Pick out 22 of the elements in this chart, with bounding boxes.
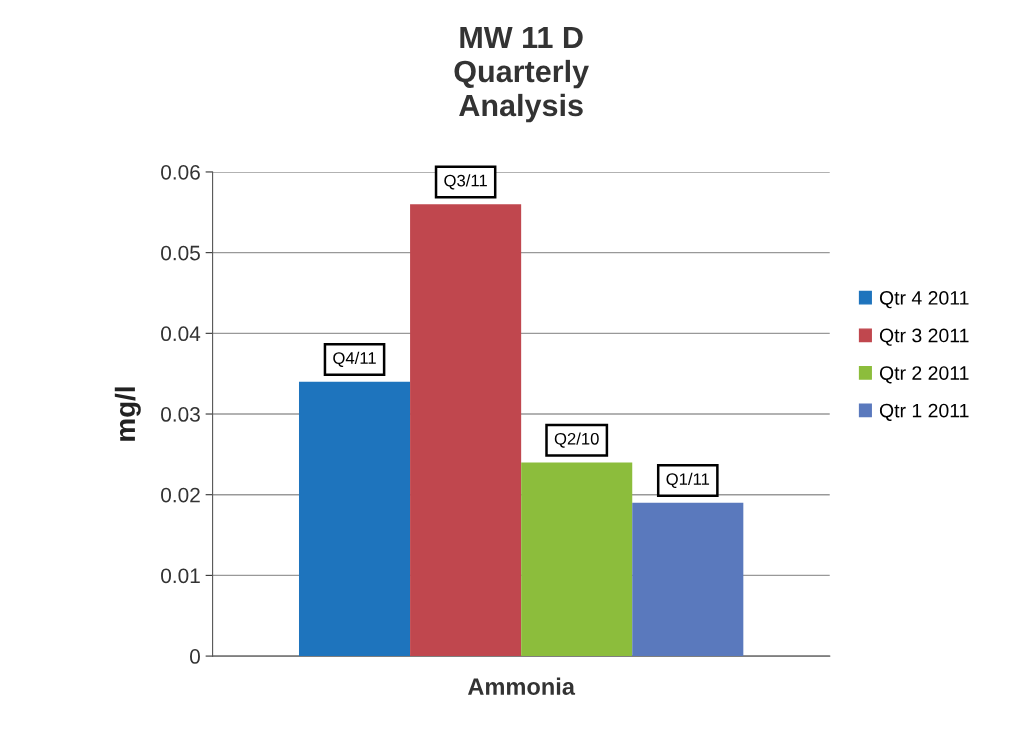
data-label: Q1/11 <box>666 472 710 489</box>
bar <box>521 462 633 657</box>
bar <box>298 381 411 657</box>
bar <box>410 204 522 657</box>
data-label: Q4/11 <box>333 351 376 367</box>
y-tick-label: 0.03 <box>161 407 200 422</box>
y-tick-label: 0.05 <box>161 245 200 261</box>
legend-label: Qtr 4 2011 <box>879 291 969 309</box>
y-tick-label: 0.06 <box>161 164 200 180</box>
legend-label: Qtr 1 2011 <box>879 403 969 421</box>
y-tick-label: 0.04 <box>161 326 201 342</box>
legend-label: Qtr 2 2011 <box>879 366 969 384</box>
data-label: Q2/10 <box>554 432 599 448</box>
y-axis-title: mg/l <box>114 387 141 441</box>
bar <box>632 502 744 657</box>
legend-label: Qtr 3 2011 <box>879 328 969 346</box>
y-tick-label: 0 <box>190 649 200 664</box>
chart-title: MW 11 D Quarterly Analysis <box>454 26 589 123</box>
y-tick-label: 0.01 <box>161 568 200 584</box>
data-label: Q3/11 <box>444 174 487 190</box>
y-tick-label: 0.02 <box>161 487 200 503</box>
x-axis-title: Ammonia <box>467 677 576 695</box>
